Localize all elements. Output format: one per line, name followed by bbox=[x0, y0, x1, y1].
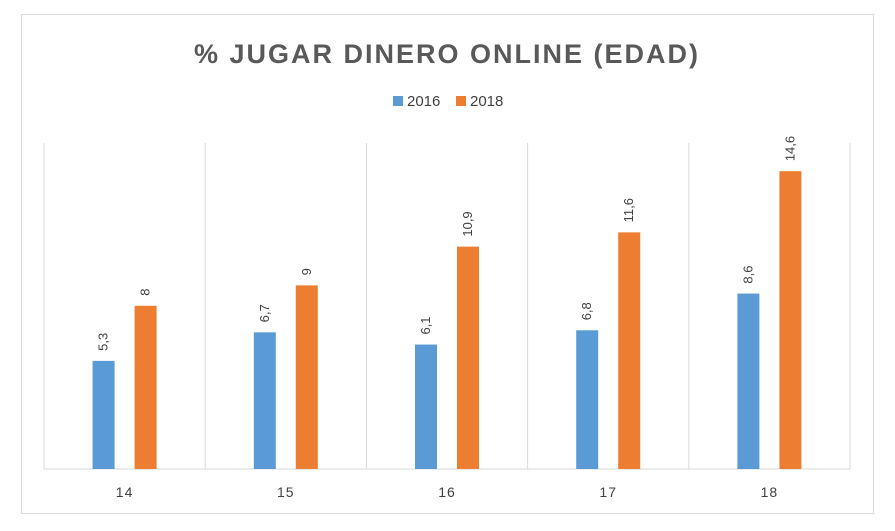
bar-2018-14 bbox=[134, 305, 157, 469]
x-tick-label: 17 bbox=[599, 484, 617, 500]
bar-2016-18 bbox=[737, 293, 760, 469]
x-tick-label: 15 bbox=[277, 484, 295, 500]
plot-area: 5,3 8 14 6,7 9 15 6,1 10,9 16 6,8 11,6 17 8,6 14,6 18 bbox=[43, 136, 851, 500]
legend-swatch-2016 bbox=[393, 96, 403, 106]
data-label-2016-15: 6,7 bbox=[257, 304, 272, 322]
bar-2016-14 bbox=[92, 360, 115, 469]
bar-2018-15 bbox=[295, 285, 318, 469]
data-label-2018-14: 8 bbox=[138, 289, 153, 296]
data-label-2018-17: 11,6 bbox=[621, 198, 636, 222]
data-label-2016-16: 6,1 bbox=[418, 316, 433, 334]
x-tick-label: 16 bbox=[438, 484, 456, 500]
legend-swatch-2018 bbox=[456, 96, 466, 106]
bar-2016-17 bbox=[576, 330, 599, 469]
legend: 2016 2018 bbox=[393, 93, 503, 110]
bar-2016-15 bbox=[253, 332, 276, 469]
data-label-2016-17: 6,8 bbox=[579, 302, 594, 320]
data-label-2018-16: 10,9 bbox=[460, 211, 475, 236]
legend-label-2018: 2018 bbox=[470, 93, 503, 110]
legend-label-2016: 2016 bbox=[407, 93, 440, 110]
x-tick-label: 18 bbox=[761, 484, 779, 500]
chart-title: % JUGAR DINERO ONLINE (EDAD) bbox=[194, 39, 700, 69]
x-tick-label: 14 bbox=[116, 484, 134, 500]
data-label-2016-18: 8,6 bbox=[740, 265, 755, 283]
chart-area bbox=[21, 14, 874, 514]
bar-2018-17 bbox=[618, 232, 641, 469]
data-label-2018-18: 14,6 bbox=[782, 136, 797, 161]
bar-2018-16 bbox=[457, 246, 479, 469]
bar-2016-16 bbox=[415, 344, 437, 469]
data-label-2016-14: 5,3 bbox=[96, 333, 111, 351]
data-label-2018-15: 9 bbox=[299, 268, 314, 275]
bar-2018-18 bbox=[779, 171, 802, 469]
